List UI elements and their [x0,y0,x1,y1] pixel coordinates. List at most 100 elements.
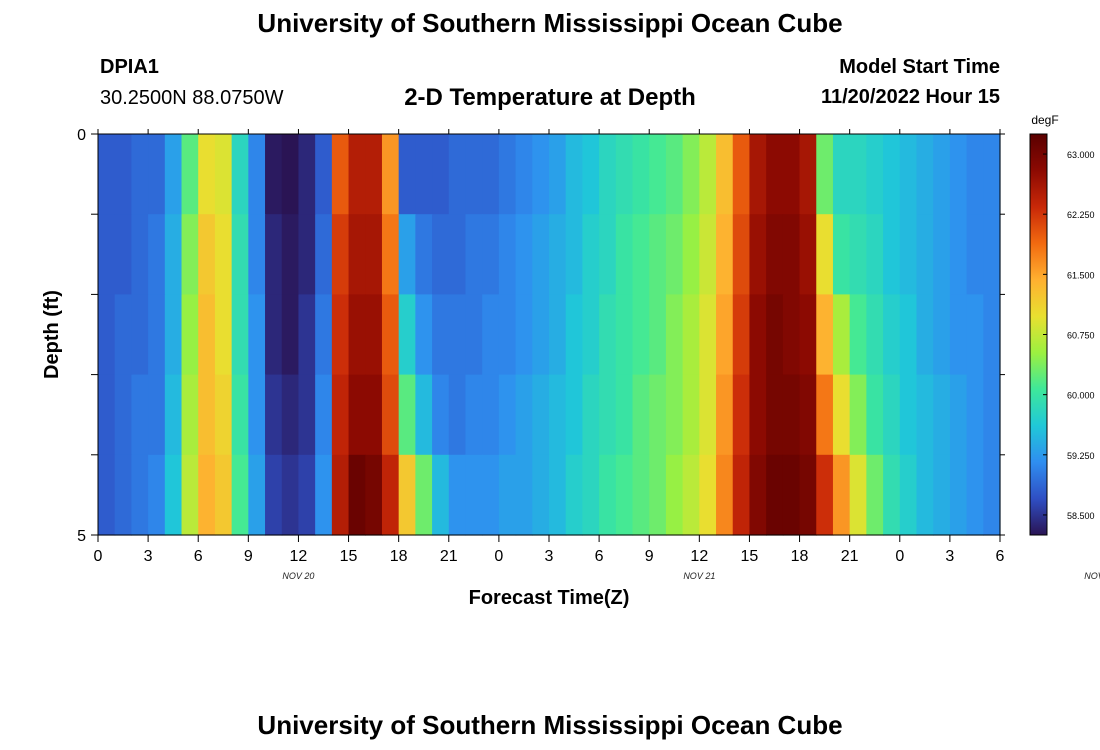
x-tick-label: 9 [244,548,253,565]
heatmap-cell [114,214,133,295]
heatmap-cell [782,214,801,295]
heatmap-cell [665,374,684,456]
x-tick-label: 0 [895,548,904,565]
heatmap-cell [515,214,533,295]
heatmap-cell [565,134,584,215]
heatmap-cell [816,294,834,376]
heatmap-cell [682,214,700,295]
heatmap-cell [949,454,968,536]
heatmap-cell [549,374,567,456]
heatmap-cell [532,294,550,376]
heatmap-cell [381,374,400,456]
x-tick-label: 12 [690,548,708,565]
heatmap-cell [348,374,366,456]
heatmap-cell [298,294,316,376]
heatmap-cell [164,294,183,376]
heatmap-cell [214,374,233,456]
heatmap-cell [699,214,717,295]
heatmap-cell [816,454,834,536]
x-tick-label: 3 [144,548,153,565]
heatmap-cell [716,374,734,456]
heatmap-cell [632,294,650,376]
heatmap-cell [298,134,316,215]
heatmap-cell [131,134,149,215]
heatmap-cell [599,294,617,376]
heatmap-cell [248,214,266,295]
model-start-time: 11/20/2022 Hour 15 [820,86,1000,108]
heatmap-cell [749,374,767,456]
heatmap-cell [432,454,450,536]
heatmap-cell [849,214,867,295]
heatmap-cell [114,374,133,456]
heatmap-cell [766,454,784,536]
heatmap-cell [498,214,517,295]
heatmap-cell [231,454,249,536]
page-title: University of Southern Mississippi Ocean… [257,8,843,38]
colorbar-tick-label: 61.500 [1067,270,1095,280]
heatmap-cell [131,294,149,376]
heatmap-cell [615,134,634,215]
heatmap-cell [549,134,567,215]
heatmap-cell [582,294,600,376]
heatmap-cell [448,214,467,295]
heatmap-cell [599,214,617,295]
heatmap-cell [949,294,968,376]
heatmap-cell [465,294,483,376]
heatmap-cell [114,294,133,376]
heatmap-cell [448,134,467,215]
heatmap-cell [716,214,734,295]
heatmap-cell [498,134,517,215]
x-tick-label: 15 [340,548,358,565]
x-date-label: NOV 20 [282,571,314,581]
footer-title: University of Southern Mississippi Ocean… [257,710,843,740]
heatmap-cell [549,294,567,376]
x-tick-label: 6 [996,548,1005,565]
heatmap-cell [214,214,233,295]
heatmap-cell [482,454,500,536]
heatmap-cell [148,374,166,456]
heatmap-cell [883,374,901,456]
heatmap-cell [916,134,934,215]
x-tick-label: 6 [595,548,604,565]
heatmap-cell [749,294,767,376]
heatmap-cell [933,374,951,456]
heatmap-cell [432,294,450,376]
heatmap-cell [665,214,684,295]
heatmap-cell [265,374,283,456]
heatmap-cell [181,134,199,215]
heatmap-cell [649,134,667,215]
x-tick-label: 21 [841,548,859,565]
x-tick-label: 3 [945,548,954,565]
heatmap-cell [348,454,366,536]
heatmap-cell [281,294,300,376]
heatmap-cell [515,454,533,536]
heatmap-cell [582,454,600,536]
heatmap-cell [281,454,300,536]
heatmap-cell [181,294,199,376]
heatmap-cell [482,294,500,376]
heatmap-cell [699,374,717,456]
heatmap-cell [432,134,450,215]
heatmap-cell [281,134,300,215]
y-tick-label: 0 [77,127,86,144]
heatmap-cell [331,214,350,295]
heatmap-cell [866,134,884,215]
colorbar-tick-label: 60.000 [1067,391,1095,401]
heatmap-cell [365,134,383,215]
heatmap-cell [816,214,834,295]
colorbar-tick-label: 58.500 [1067,511,1095,521]
heatmap-cell [248,134,266,215]
heatmap-cell [381,134,400,215]
heatmap-cell [582,214,600,295]
heatmap-cell [966,454,984,536]
heatmap-cell [866,294,884,376]
heatmap-cell [883,134,901,215]
x-tick-label: 0 [494,548,503,565]
heatmap-cell [265,294,283,376]
heatmap-cell [331,294,350,376]
heatmap-cell [164,374,183,456]
heatmap-cell [732,454,751,536]
heatmap-cell [315,294,333,376]
heatmap-cell [582,134,600,215]
